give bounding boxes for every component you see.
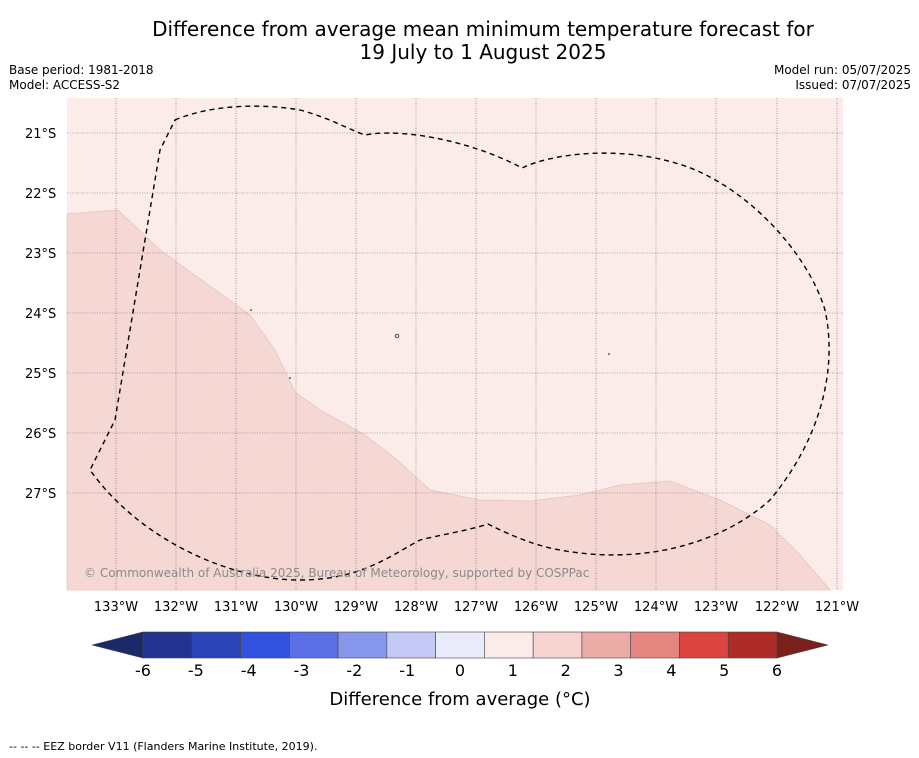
lon-label: 128°W xyxy=(394,600,438,615)
colorbar-tick-label: 3 xyxy=(613,661,623,680)
issued-date: Issued: 07/07/2025 xyxy=(795,78,911,92)
colorbar-tick-label: 6 xyxy=(772,661,782,680)
colorbar-cell xyxy=(386,631,436,659)
model-run: Model run: 05/07/2025 xyxy=(773,63,911,77)
model-name: Model: ACCESS-S2 xyxy=(9,78,121,92)
colorbar-tick-label: 1 xyxy=(508,661,518,680)
eez-footnote: -- -- -- EEZ border V11 (Flanders Marine… xyxy=(9,740,318,753)
longitude-labels: 133°W 132°W 131°W 130°W 129°W 128°W 127°… xyxy=(94,600,859,615)
colorbar-tick-label: -3 xyxy=(294,661,310,680)
colorbar-cell xyxy=(191,631,241,659)
lon-label: 126°W xyxy=(514,600,558,615)
colorbar-tick-label: -4 xyxy=(241,661,257,680)
lon-label: 130°W xyxy=(274,600,318,615)
copyright-notice: © Commonwealth of Australia 2025, Bureau… xyxy=(84,566,589,580)
colorbar-cell xyxy=(630,631,680,659)
lon-label: 125°W xyxy=(574,600,618,615)
colorbar-cell xyxy=(435,631,485,659)
lat-gridlines xyxy=(67,132,843,494)
colorbar-cell xyxy=(142,631,193,659)
colorbar-tick-label: -5 xyxy=(188,661,204,680)
eez-border xyxy=(89,105,830,581)
colorbar-tick-label: -2 xyxy=(346,661,362,680)
colorbar-cell xyxy=(679,631,729,659)
colorbar-cells xyxy=(142,631,778,659)
map-title: Difference from average mean minimum tem… xyxy=(0,18,919,64)
island-markers xyxy=(250,309,610,379)
colorbar-cell xyxy=(240,631,290,659)
left-metadata: Base period: 1981-2018 Model: ACCESS-S2 xyxy=(9,63,154,93)
map-panel: © Commonwealth of Australia 2025, Bureau… xyxy=(66,98,843,591)
lat-label: 24°S xyxy=(25,307,56,322)
colorbar-cell xyxy=(727,631,778,659)
lat-label: 25°S xyxy=(25,367,56,382)
title-line-1: Difference from average mean minimum tem… xyxy=(152,17,814,41)
colorbar: -6 -5 -4 -3 -2 -1 0 1 2 3 4 5 6 Difference from aver… xyxy=(91,631,829,710)
colorbar-cell xyxy=(289,631,339,659)
base-period: Base period: 1981-2018 xyxy=(9,63,154,77)
lon-label: 131°W xyxy=(214,600,258,615)
colorbar-tick-label: 4 xyxy=(666,661,676,680)
lat-label: 23°S xyxy=(25,247,56,262)
lon-label: 127°W xyxy=(454,600,498,615)
right-metadata: Model run: 05/07/2025 Issued: 07/07/2025 xyxy=(774,63,911,93)
colorbar-title: Difference from average (°C) xyxy=(329,689,590,710)
colorbar-tick-label: -1 xyxy=(399,661,415,680)
anomaly-region-1-to-2 xyxy=(66,209,831,591)
colorbar-tick-label: 0 xyxy=(455,661,465,680)
lon-label: 124°W xyxy=(634,600,678,615)
title-line-2: 19 July to 1 August 2025 xyxy=(359,40,607,64)
colorbar-tick-label: 2 xyxy=(561,661,571,680)
lon-label: 129°W xyxy=(334,600,378,615)
colorbar-low-extend xyxy=(91,631,144,659)
lat-label: 27°S xyxy=(25,487,56,502)
colorbar-cell xyxy=(337,631,388,659)
colorbar-cell xyxy=(532,631,583,659)
lon-label: 122°W xyxy=(755,600,799,615)
colorbar-cell xyxy=(484,631,534,659)
lat-label: 26°S xyxy=(25,427,56,442)
colorbar-high-extend xyxy=(776,631,829,659)
lon-label: 123°W xyxy=(694,600,738,615)
colorbar-tick-label: 5 xyxy=(719,661,729,680)
colorbar-tick-labels: -6 -5 -4 -3 -2 -1 0 1 2 3 4 5 6 xyxy=(135,661,782,680)
lat-label: 21°S xyxy=(25,127,56,142)
lon-label: 121°W xyxy=(815,600,859,615)
lon-label: 132°W xyxy=(154,600,198,615)
colorbar-cell xyxy=(581,631,631,659)
lon-gridlines xyxy=(115,98,838,590)
lon-label: 133°W xyxy=(94,600,138,615)
lat-label: 22°S xyxy=(25,187,56,202)
colorbar-tick-label: -6 xyxy=(135,661,151,680)
latitude-labels: 21°S 22°S 23°S 24°S 25°S 26°S 27°S xyxy=(25,127,56,502)
